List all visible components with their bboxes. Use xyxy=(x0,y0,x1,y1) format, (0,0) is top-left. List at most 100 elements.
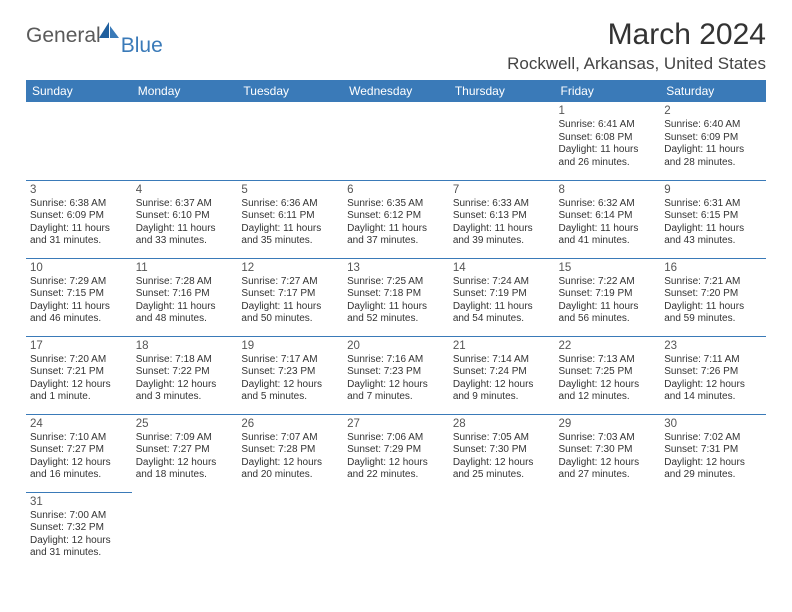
calendar-row: 1Sunrise: 6:41 AMSunset: 6:08 PMDaylight… xyxy=(26,102,766,180)
day-d1: Daylight: 12 hours xyxy=(453,457,551,470)
day-ss: Sunset: 7:21 PM xyxy=(30,366,128,379)
calendar-cell: 8Sunrise: 6:32 AMSunset: 6:14 PMDaylight… xyxy=(555,180,661,258)
day-ss: Sunset: 7:30 PM xyxy=(453,444,551,457)
day-number: 17 xyxy=(30,339,128,353)
calendar-cell xyxy=(449,492,555,570)
day-d1: Daylight: 11 hours xyxy=(347,223,445,236)
day-d2: and 7 minutes. xyxy=(347,391,445,404)
day-d2: and 39 minutes. xyxy=(453,235,551,248)
day-number: 24 xyxy=(30,417,128,431)
calendar-cell: 6Sunrise: 6:35 AMSunset: 6:12 PMDaylight… xyxy=(343,180,449,258)
calendar-cell: 2Sunrise: 6:40 AMSunset: 6:09 PMDaylight… xyxy=(660,102,766,180)
day-sr: Sunrise: 6:38 AM xyxy=(30,198,128,211)
day-d2: and 22 minutes. xyxy=(347,469,445,482)
calendar-cell: 5Sunrise: 6:36 AMSunset: 6:11 PMDaylight… xyxy=(237,180,343,258)
day-sr: Sunrise: 7:29 AM xyxy=(30,276,128,289)
dayhead-sunday: Sunday xyxy=(26,80,132,102)
day-number: 12 xyxy=(241,261,339,275)
day-number: 9 xyxy=(664,183,762,197)
day-ss: Sunset: 6:10 PM xyxy=(136,210,234,223)
day-d2: and 31 minutes. xyxy=(30,235,128,248)
calendar-row: 24Sunrise: 7:10 AMSunset: 7:27 PMDayligh… xyxy=(26,414,766,492)
day-number: 15 xyxy=(559,261,657,275)
day-number: 16 xyxy=(664,261,762,275)
day-ss: Sunset: 7:23 PM xyxy=(347,366,445,379)
day-d2: and 16 minutes. xyxy=(30,469,128,482)
day-d1: Daylight: 11 hours xyxy=(559,144,657,157)
calendar-cell: 16Sunrise: 7:21 AMSunset: 7:20 PMDayligh… xyxy=(660,258,766,336)
calendar-cell xyxy=(237,492,343,570)
day-d2: and 29 minutes. xyxy=(664,469,762,482)
day-d2: and 14 minutes. xyxy=(664,391,762,404)
day-number: 8 xyxy=(559,183,657,197)
day-ss: Sunset: 7:32 PM xyxy=(30,522,128,535)
day-d2: and 56 minutes. xyxy=(559,313,657,326)
day-sr: Sunrise: 7:24 AM xyxy=(453,276,551,289)
day-d2: and 18 minutes. xyxy=(136,469,234,482)
day-ss: Sunset: 7:26 PM xyxy=(664,366,762,379)
dayhead-wednesday: Wednesday xyxy=(343,80,449,102)
day-sr: Sunrise: 7:06 AM xyxy=(347,432,445,445)
day-number: 18 xyxy=(136,339,234,353)
day-d1: Daylight: 11 hours xyxy=(453,301,551,314)
day-d2: and 48 minutes. xyxy=(136,313,234,326)
calendar-cell: 27Sunrise: 7:06 AMSunset: 7:29 PMDayligh… xyxy=(343,414,449,492)
calendar-cell: 1Sunrise: 6:41 AMSunset: 6:08 PMDaylight… xyxy=(555,102,661,180)
day-d1: Daylight: 11 hours xyxy=(30,223,128,236)
day-sr: Sunrise: 7:03 AM xyxy=(559,432,657,445)
day-ss: Sunset: 6:14 PM xyxy=(559,210,657,223)
day-ss: Sunset: 6:09 PM xyxy=(664,132,762,145)
day-sr: Sunrise: 6:35 AM xyxy=(347,198,445,211)
day-d2: and 9 minutes. xyxy=(453,391,551,404)
day-d1: Daylight: 11 hours xyxy=(30,301,128,314)
calendar-cell: 3Sunrise: 6:38 AMSunset: 6:09 PMDaylight… xyxy=(26,180,132,258)
day-number: 10 xyxy=(30,261,128,275)
day-sr: Sunrise: 7:27 AM xyxy=(241,276,339,289)
month-title: March 2024 xyxy=(507,18,766,52)
day-d1: Daylight: 11 hours xyxy=(136,223,234,236)
calendar-cell xyxy=(26,102,132,180)
page-header: General Blue March 2024 Rockwell, Arkans… xyxy=(26,18,766,74)
calendar-row: 31Sunrise: 7:00 AMSunset: 7:32 PMDayligh… xyxy=(26,492,766,570)
calendar-row: 3Sunrise: 6:38 AMSunset: 6:09 PMDaylight… xyxy=(26,180,766,258)
day-d2: and 5 minutes. xyxy=(241,391,339,404)
day-d1: Daylight: 12 hours xyxy=(136,457,234,470)
day-ss: Sunset: 7:27 PM xyxy=(30,444,128,457)
day-d1: Daylight: 12 hours xyxy=(241,457,339,470)
calendar-cell xyxy=(555,492,661,570)
calendar-cell: 13Sunrise: 7:25 AMSunset: 7:18 PMDayligh… xyxy=(343,258,449,336)
calendar-cell: 30Sunrise: 7:02 AMSunset: 7:31 PMDayligh… xyxy=(660,414,766,492)
day-d2: and 52 minutes. xyxy=(347,313,445,326)
day-number: 25 xyxy=(136,417,234,431)
day-d2: and 26 minutes. xyxy=(559,157,657,170)
day-d2: and 46 minutes. xyxy=(30,313,128,326)
day-d2: and 12 minutes. xyxy=(559,391,657,404)
day-ss: Sunset: 6:13 PM xyxy=(453,210,551,223)
calendar-cell: 17Sunrise: 7:20 AMSunset: 7:21 PMDayligh… xyxy=(26,336,132,414)
day-sr: Sunrise: 6:40 AM xyxy=(664,119,762,132)
day-d2: and 37 minutes. xyxy=(347,235,445,248)
day-d2: and 3 minutes. xyxy=(136,391,234,404)
day-d1: Daylight: 12 hours xyxy=(30,457,128,470)
dayhead-tuesday: Tuesday xyxy=(237,80,343,102)
calendar-cell: 25Sunrise: 7:09 AMSunset: 7:27 PMDayligh… xyxy=(132,414,238,492)
day-number: 7 xyxy=(453,183,551,197)
day-d1: Daylight: 12 hours xyxy=(136,379,234,392)
calendar-cell: 14Sunrise: 7:24 AMSunset: 7:19 PMDayligh… xyxy=(449,258,555,336)
day-d1: Daylight: 12 hours xyxy=(347,457,445,470)
day-d1: Daylight: 11 hours xyxy=(664,144,762,157)
day-d1: Daylight: 12 hours xyxy=(453,379,551,392)
day-sr: Sunrise: 6:33 AM xyxy=(453,198,551,211)
day-number: 19 xyxy=(241,339,339,353)
calendar-cell: 22Sunrise: 7:13 AMSunset: 7:25 PMDayligh… xyxy=(555,336,661,414)
day-d1: Daylight: 12 hours xyxy=(664,379,762,392)
day-number: 11 xyxy=(136,261,234,275)
calendar-cell xyxy=(660,492,766,570)
day-d2: and 25 minutes. xyxy=(453,469,551,482)
day-ss: Sunset: 6:12 PM xyxy=(347,210,445,223)
day-number: 3 xyxy=(30,183,128,197)
day-d1: Daylight: 11 hours xyxy=(559,223,657,236)
day-sr: Sunrise: 6:31 AM xyxy=(664,198,762,211)
calendar-cell: 29Sunrise: 7:03 AMSunset: 7:30 PMDayligh… xyxy=(555,414,661,492)
day-ss: Sunset: 7:23 PM xyxy=(241,366,339,379)
